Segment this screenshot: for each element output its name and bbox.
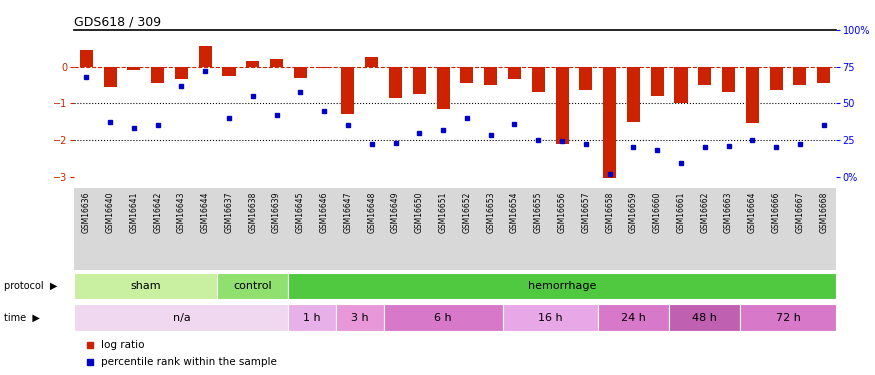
Bar	[579, 67, 592, 90]
Bar	[389, 67, 402, 98]
Bar	[722, 67, 735, 92]
Text: 24 h: 24 h	[621, 313, 646, 323]
Text: GSM16641: GSM16641	[130, 192, 138, 233]
Text: control: control	[234, 281, 272, 291]
Text: GSM16649: GSM16649	[391, 192, 400, 233]
Text: GSM16657: GSM16657	[581, 192, 591, 233]
FancyBboxPatch shape	[502, 304, 598, 331]
Bar	[294, 67, 307, 78]
Text: GSM16647: GSM16647	[344, 192, 353, 233]
Bar	[127, 67, 140, 70]
Text: n/a: n/a	[172, 313, 190, 323]
Bar	[222, 67, 235, 76]
Text: log ratio: log ratio	[101, 340, 144, 350]
Text: GSM16660: GSM16660	[653, 192, 662, 233]
FancyBboxPatch shape	[669, 304, 740, 331]
Bar	[817, 67, 830, 83]
Bar	[199, 46, 212, 67]
Bar	[413, 67, 426, 94]
FancyBboxPatch shape	[740, 304, 836, 331]
FancyBboxPatch shape	[74, 304, 289, 331]
Text: GSM16656: GSM16656	[557, 192, 566, 233]
Text: 3 h: 3 h	[351, 313, 368, 323]
Text: GSM16654: GSM16654	[510, 192, 519, 233]
Bar	[175, 67, 188, 80]
Text: GSM16646: GSM16646	[319, 192, 329, 233]
Text: sham: sham	[130, 281, 161, 291]
Bar	[318, 67, 331, 69]
Bar	[626, 67, 640, 122]
FancyBboxPatch shape	[336, 304, 383, 331]
Bar	[532, 67, 545, 92]
Text: GSM16643: GSM16643	[177, 192, 185, 233]
FancyBboxPatch shape	[289, 304, 336, 331]
Bar	[151, 67, 164, 83]
Text: percentile rank within the sample: percentile rank within the sample	[101, 357, 276, 367]
Text: GSM16640: GSM16640	[106, 192, 115, 233]
Text: GSM16638: GSM16638	[248, 192, 257, 233]
Text: GSM16659: GSM16659	[629, 192, 638, 233]
Text: GSM16639: GSM16639	[272, 192, 281, 233]
Bar	[460, 67, 473, 83]
Text: 72 h: 72 h	[775, 313, 801, 323]
Text: GSM16637: GSM16637	[225, 192, 234, 233]
FancyBboxPatch shape	[217, 273, 289, 299]
Bar	[603, 67, 616, 178]
Text: time  ▶: time ▶	[4, 313, 40, 323]
Bar	[746, 67, 759, 123]
Bar	[103, 67, 116, 87]
Bar	[651, 67, 664, 96]
Text: GSM16636: GSM16636	[81, 192, 91, 233]
Text: 16 h: 16 h	[538, 313, 563, 323]
Bar	[675, 67, 688, 103]
Bar	[770, 67, 783, 90]
Bar	[484, 67, 497, 85]
Bar	[365, 57, 378, 67]
Text: GSM16667: GSM16667	[795, 192, 804, 233]
Text: 1 h: 1 h	[304, 313, 321, 323]
FancyBboxPatch shape	[598, 304, 669, 331]
Text: GSM16653: GSM16653	[487, 192, 495, 233]
FancyBboxPatch shape	[383, 304, 502, 331]
Text: GSM16648: GSM16648	[368, 192, 376, 233]
Text: GSM16652: GSM16652	[462, 192, 472, 233]
Bar	[698, 67, 711, 85]
Bar	[437, 67, 450, 109]
Bar	[246, 61, 259, 67]
Text: hemorrhage: hemorrhage	[528, 281, 596, 291]
Text: GDS618 / 309: GDS618 / 309	[74, 16, 162, 29]
Text: GSM16642: GSM16642	[153, 192, 162, 233]
Text: GSM16651: GSM16651	[438, 192, 448, 233]
Text: GSM16645: GSM16645	[296, 192, 304, 233]
Text: GSM16661: GSM16661	[676, 192, 685, 233]
Text: GSM16663: GSM16663	[724, 192, 733, 233]
Text: GSM16650: GSM16650	[415, 192, 424, 233]
Bar	[270, 59, 284, 67]
Bar	[80, 50, 93, 67]
Text: 48 h: 48 h	[692, 313, 717, 323]
Text: GSM16644: GSM16644	[200, 192, 210, 233]
Text: GSM16666: GSM16666	[772, 192, 780, 233]
FancyBboxPatch shape	[289, 273, 836, 299]
Bar	[507, 67, 521, 80]
FancyBboxPatch shape	[74, 273, 217, 299]
Bar	[341, 67, 354, 114]
Text: GSM16658: GSM16658	[606, 192, 614, 233]
Text: protocol  ▶: protocol ▶	[4, 281, 58, 291]
FancyBboxPatch shape	[74, 188, 836, 270]
Text: 6 h: 6 h	[434, 313, 452, 323]
Text: GSM16662: GSM16662	[700, 192, 710, 233]
Text: GSM16664: GSM16664	[748, 192, 757, 233]
Text: GSM16668: GSM16668	[819, 192, 829, 233]
Bar	[794, 67, 807, 85]
Bar	[556, 67, 569, 144]
Text: GSM16655: GSM16655	[534, 192, 542, 233]
